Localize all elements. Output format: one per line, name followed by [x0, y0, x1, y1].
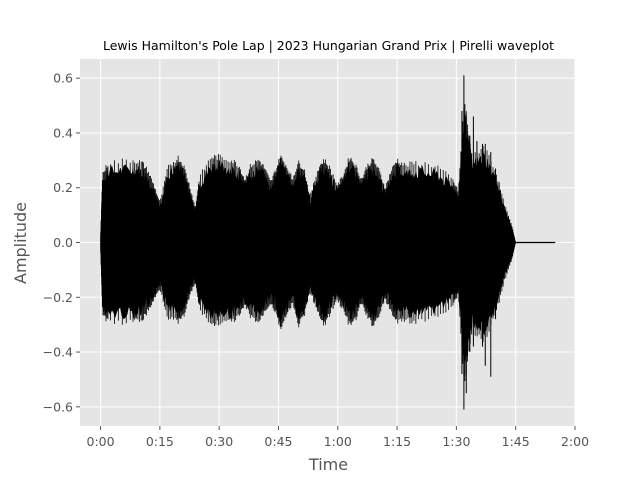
x-tick-label: 0:15 — [146, 434, 174, 449]
waveform — [100, 75, 556, 410]
x-tick-label: 0:30 — [205, 434, 233, 449]
y-tick-label: 0.4 — [53, 125, 73, 140]
x-axis-label: Time — [308, 455, 348, 474]
y-axis-label: Amplitude — [11, 202, 30, 284]
x-tick-label: 0:00 — [87, 434, 115, 449]
y-tick-label: 0.0 — [53, 235, 73, 250]
y-tick-label: −0.4 — [43, 345, 73, 360]
y-axis-ticks: −0.6 −0.4 −0.2 0.0 0.2 0.4 0.6 — [43, 71, 80, 414]
x-tick-label: 1:30 — [442, 434, 470, 449]
x-tick-label: 1:45 — [502, 434, 530, 449]
y-tick-label: 0.2 — [53, 180, 73, 195]
y-tick-label: −0.2 — [43, 290, 73, 305]
chart-title: Lewis Hamilton's Pole Lap | 2023 Hungari… — [103, 38, 554, 53]
y-tick-label: −0.6 — [43, 399, 73, 414]
x-tick-label: 1:00 — [324, 434, 352, 449]
x-tick-label: 0:45 — [264, 434, 292, 449]
y-tick-label: 0.6 — [53, 71, 73, 86]
x-tick-label: 1:15 — [383, 434, 411, 449]
x-axis-ticks: 0:00 0:15 0:30 0:45 1:00 1:15 1:30 1:45 2:00 — [87, 426, 589, 449]
x-tick-label: 2:00 — [561, 434, 589, 449]
